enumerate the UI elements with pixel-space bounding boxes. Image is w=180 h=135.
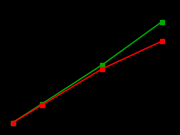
van't Hoff (ideal) — [160, 40, 163, 42]
van't Hoff (ideal) — [101, 68, 103, 70]
Measured (Pfeffer) — [101, 64, 103, 66]
Measured (Pfeffer) — [12, 122, 14, 124]
van't Hoff (ideal) — [41, 104, 43, 106]
van't Hoff (ideal) — [12, 122, 14, 124]
Measured (Pfeffer) — [41, 103, 43, 104]
Line: Measured (Pfeffer): Measured (Pfeffer) — [11, 20, 163, 124]
Line: van't Hoff (ideal): van't Hoff (ideal) — [11, 40, 163, 124]
Measured (Pfeffer) — [160, 21, 163, 23]
